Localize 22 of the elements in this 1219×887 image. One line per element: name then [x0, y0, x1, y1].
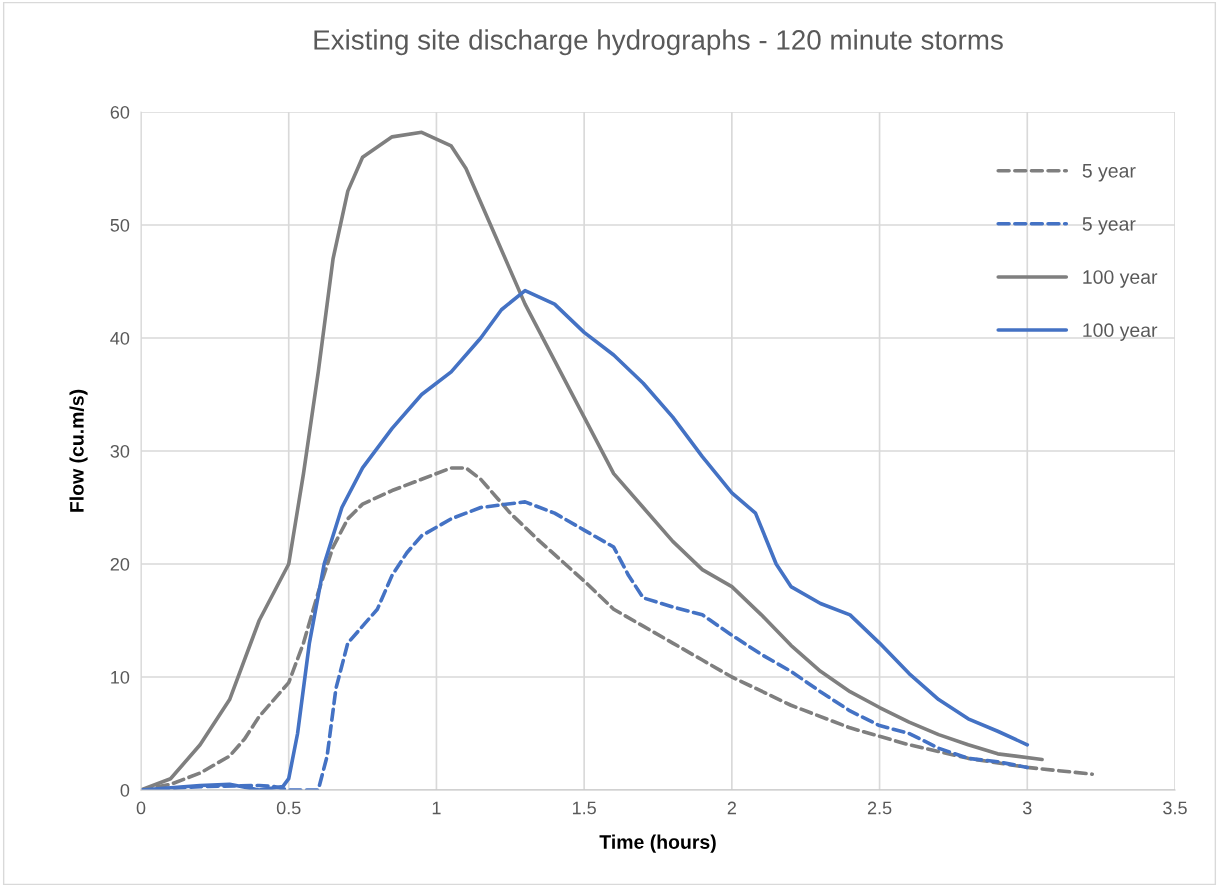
legend-label: 100 year: [1083, 323, 1158, 341]
legend-label: 100 year: [1083, 270, 1158, 288]
y-tick-label: 0: [120, 783, 130, 797]
x-axis-title: Time (hours): [599, 834, 716, 853]
x-tick-label: 1.5: [572, 801, 596, 815]
y-tick-label: 50: [110, 218, 130, 232]
y-tick-label: 60: [110, 105, 130, 119]
x-tick-label: 3: [1022, 801, 1032, 815]
x-tick-label: 1: [432, 801, 441, 815]
chart-title: Existing site discharge hydrographs - 120 minute storms: [314, 29, 1003, 56]
legend-label: 5 year: [1082, 164, 1136, 182]
y-tick-label: 20: [110, 557, 130, 571]
legend-label: 5 year: [1082, 217, 1136, 235]
y-tick-label: 10: [111, 670, 130, 684]
y-tick-label: 30: [110, 444, 130, 458]
x-tick-label: 3.5: [1163, 801, 1187, 815]
x-tick-label: 0.5: [276, 801, 301, 815]
y-tick-label: 40: [110, 331, 130, 345]
x-tick-label: 2.5: [867, 801, 892, 815]
x-tick-label: 0: [136, 801, 146, 815]
x-tick-label: 2: [727, 801, 736, 815]
y-axis-title: Flow (cu.m/s): [69, 389, 88, 512]
